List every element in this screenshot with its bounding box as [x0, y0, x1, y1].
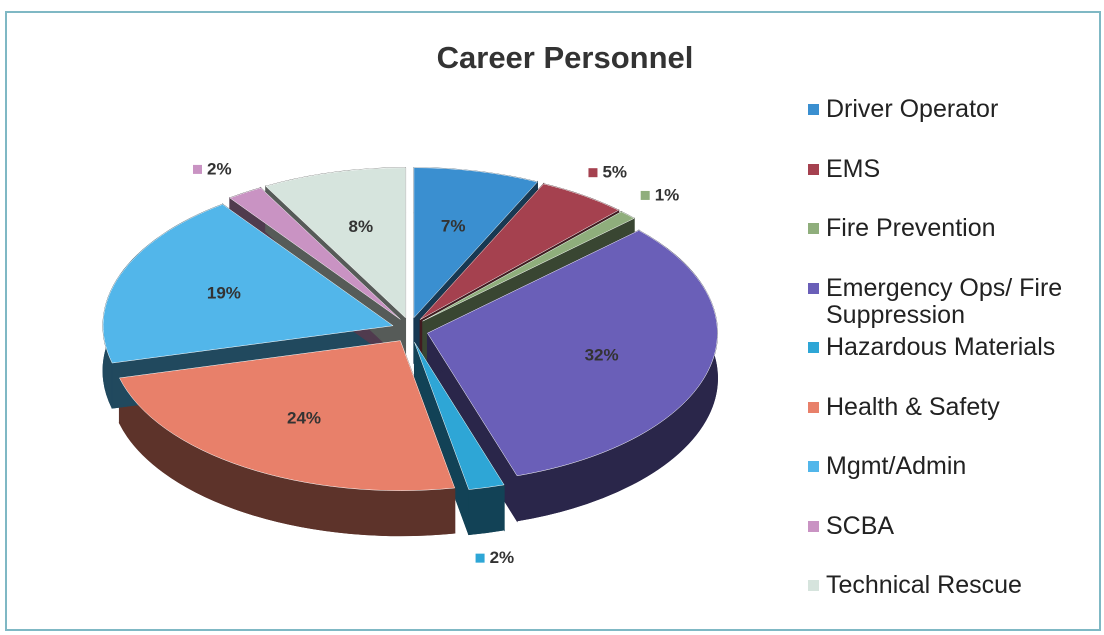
legend-label: Mgmt/Admin	[826, 452, 967, 480]
data-label: 24%	[287, 409, 321, 428]
data-label: 2%	[207, 159, 232, 178]
frame	[5, 11, 1101, 631]
data-label: 5%	[602, 163, 627, 182]
legend-item: Emergency Ops/ Fire Suppression	[808, 273, 1098, 335]
slice	[419, 183, 620, 320]
label-marker	[640, 190, 650, 200]
legend-item: Hazardous Materials	[808, 334, 1098, 394]
data-label: 32%	[585, 346, 619, 365]
legend-swatch	[808, 163, 819, 175]
legend-label: Fire Prevention	[826, 214, 996, 242]
legend-swatch	[808, 401, 819, 413]
legend-item: SCBA	[808, 511, 1098, 573]
label-marker	[192, 164, 202, 174]
slice	[119, 340, 456, 491]
slice	[427, 230, 718, 477]
pie-tops	[102, 167, 718, 491]
data-label: 19%	[207, 284, 241, 303]
legend-label: SCBA	[826, 511, 895, 540]
legend-item: Technical Rescue	[808, 572, 1098, 632]
slice	[414, 342, 505, 490]
legend-label: Driver Operator	[826, 95, 999, 123]
legend-item: Fire Prevention	[808, 215, 1098, 275]
slice	[422, 211, 635, 322]
legend-swatch	[808, 580, 819, 591]
legend: Driver Operator EMS Fire Prevention Emergen…	[808, 96, 1098, 632]
legend-item: Health & Safety	[808, 392, 1098, 454]
legend-swatch	[808, 104, 819, 115]
legend-swatch	[808, 342, 819, 353]
slice	[265, 167, 406, 319]
label-marker	[475, 553, 485, 563]
legend-label: Emergency Ops/ Fire Suppression	[826, 273, 1063, 329]
legend-swatch	[808, 223, 819, 234]
legend-swatch	[808, 282, 819, 294]
legend-item: Driver Operator	[808, 96, 1098, 156]
data-label: 8%	[349, 217, 374, 236]
legend-label: Technical Rescue	[826, 571, 1022, 599]
legend-label: Hazardous Materials	[826, 333, 1056, 361]
slice	[102, 204, 394, 364]
legend-swatch	[808, 520, 819, 532]
chart-title: Career Personnel	[437, 40, 694, 75]
legend-label: Health & Safety	[826, 392, 1000, 421]
slice-side	[468, 484, 505, 536]
legend-item: Mgmt/Admin	[808, 453, 1098, 513]
data-label: 7%	[441, 216, 466, 235]
legend-label: EMS	[826, 154, 881, 183]
slice	[413, 167, 538, 319]
label-marker	[588, 168, 598, 178]
legend-swatch	[808, 461, 819, 472]
data-label: 2%	[490, 548, 515, 567]
data-label: 1%	[655, 185, 680, 204]
slice	[229, 187, 401, 320]
legend-item: EMS	[808, 154, 1098, 216]
